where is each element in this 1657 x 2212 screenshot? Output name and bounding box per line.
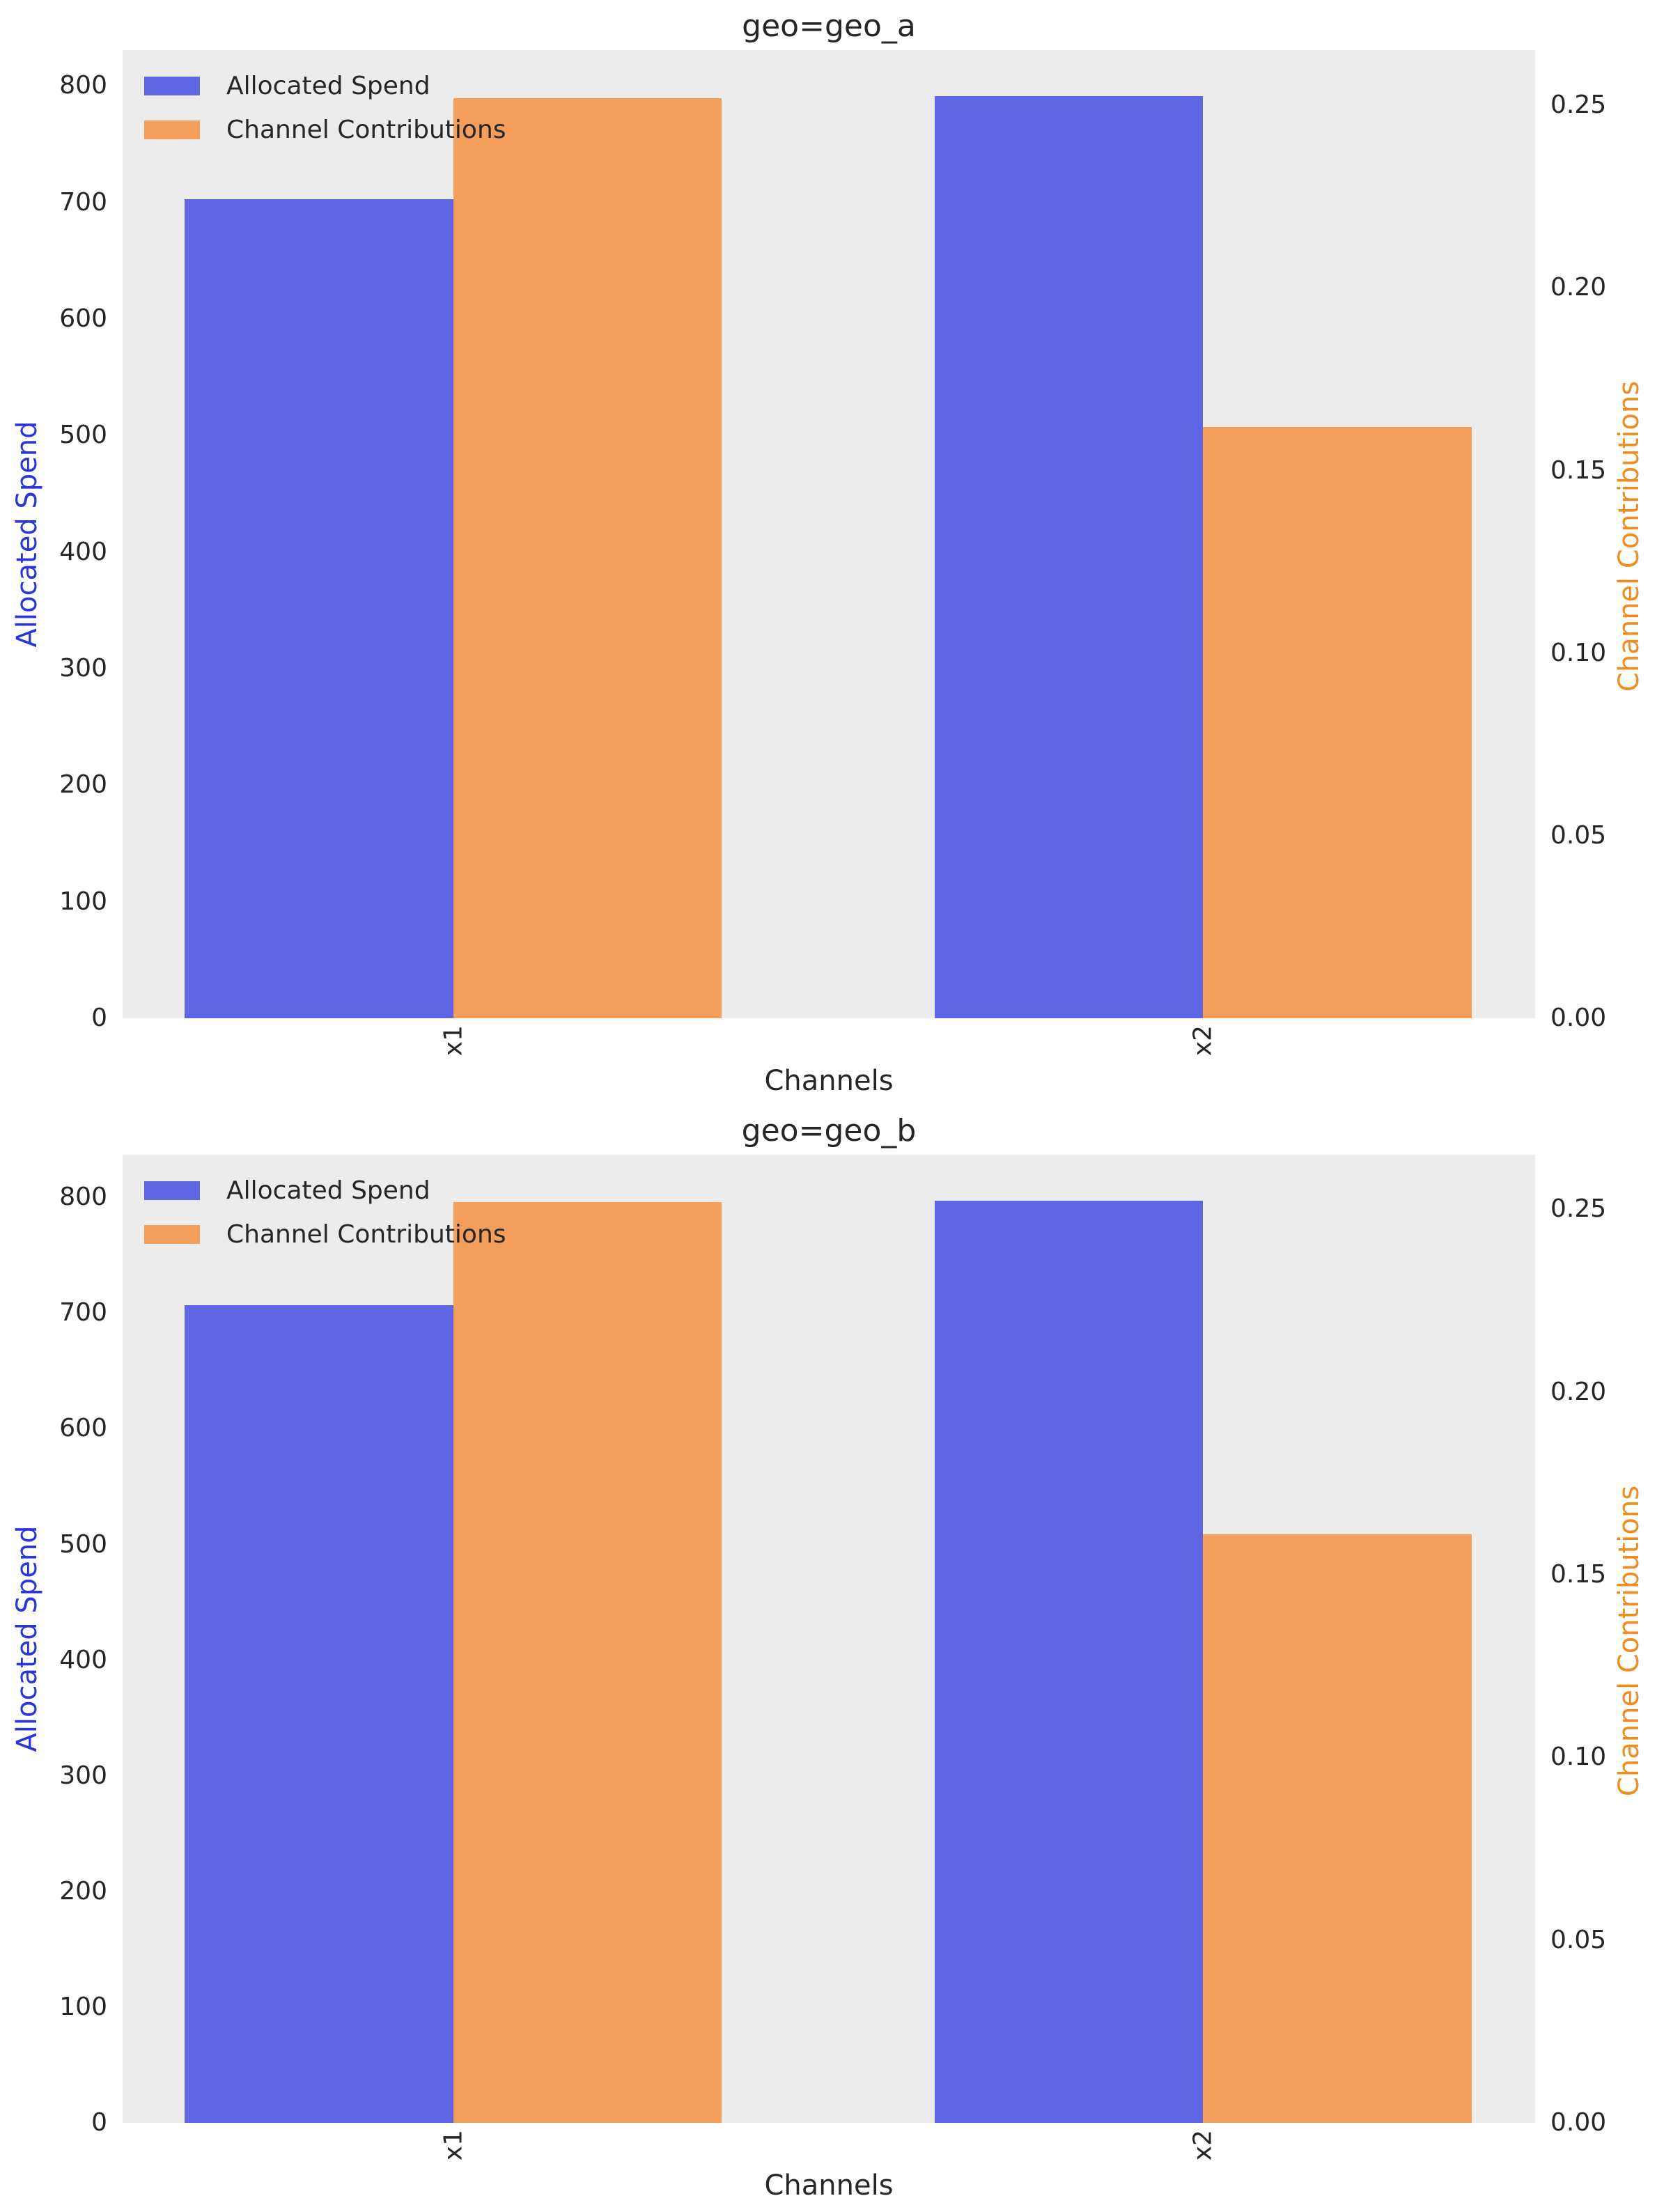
legend-label: Channel Contributions [226,1220,506,1249]
left-y-tick-label: 300 [59,1761,107,1790]
left-y-axis-label: Allocated Spend [11,1525,43,1752]
bar-allocated-spend-x1 [185,198,453,1018]
right-y-axis-label: Channel Contributions [1613,380,1645,692]
right-y-tick-label: 0.25 [1550,1194,1607,1224]
right-y-axis-label: Channel Contributions [1613,1485,1645,1797]
bar-channel-contributions-x1 [453,1201,722,2123]
x-tick-label-x2: x2 [1188,2130,1218,2161]
left-y-tick-label: 600 [59,304,107,333]
chart-geo-a: geo=geo_a Allocated Spend Channel Contri… [0,0,1657,1105]
left-y-tick-label: 800 [59,71,107,100]
left-y-tick-label: 200 [59,770,107,800]
legend-swatch-blue [144,1181,200,1200]
left-y-tick-label: 700 [59,1298,107,1327]
x-tick-label-x1: x1 [439,1025,468,1057]
right-y-tick-label: 0.00 [1550,2108,1607,2137]
left-y-tick-label: 400 [59,1645,107,1674]
bar-allocated-spend-x1 [185,1304,453,2123]
legend: Allocated Spend Channel Contributions [144,69,506,157]
bar-channel-contributions-x2 [1203,1534,1472,2123]
x-tick-label-x2: x2 [1188,1025,1218,1057]
x-axis-label: Channels [764,1065,894,1097]
bar-allocated-spend-x2 [935,96,1204,1018]
left-y-axis-label: Allocated Spend [11,421,43,648]
legend-item: Allocated Spend [144,1174,506,1207]
chart-title: geo=geo_a [742,8,916,44]
chart-title: geo=geo_b [741,1113,917,1148]
bar-allocated-spend-x2 [935,1201,1204,2123]
bar-channel-contributions-x2 [1203,426,1472,1018]
legend-item: Channel Contributions [144,113,506,146]
right-y-tick-label: 0.00 [1550,1004,1607,1032]
left-y-tick-label: 800 [59,1183,107,1212]
right-y-tick-label: 0.15 [1550,455,1607,485]
right-y-tick-label: 0.10 [1550,1743,1607,1772]
right-y-tick-label: 0.15 [1550,1559,1607,1589]
legend-swatch-blue [144,76,200,95]
left-y-tick-label: 700 [59,187,107,217]
left-y-tick-label: 500 [59,421,107,450]
legend-label: Allocated Spend [226,1176,430,1205]
right-y-tick-label: 0.20 [1550,273,1607,302]
left-y-tick-label: 400 [59,537,107,566]
left-y-tick-label: 0 [91,1004,107,1032]
x-axis-label: Channels [764,2170,894,2202]
x-tick-label-x1: x1 [439,2130,468,2161]
right-y-tick-label: 0.05 [1550,820,1607,850]
legend-swatch-orange [144,1224,200,1244]
legend-swatch-orange [144,120,200,139]
left-y-tick-label: 200 [59,1876,107,1906]
plot-area: Allocated Spend Channel Contributions 0 100… [59,50,1606,1032]
bar-channel-contributions-x1 [453,98,722,1018]
right-y-tick-label: 0.10 [1550,638,1607,667]
right-y-tick-label: 0.20 [1550,1377,1607,1406]
legend-label: Channel Contributions [226,115,506,144]
legend: Allocated Spend Channel Contributions [144,1174,506,1261]
left-y-tick-label: 500 [59,1529,107,1559]
legend-item: Allocated Spend [144,69,506,102]
left-y-tick-label: 300 [59,653,107,683]
right-y-tick-label: 0.05 [1550,1925,1607,1954]
left-y-tick-label: 600 [59,1414,107,1443]
right-y-tick-label: 0.25 [1550,91,1607,120]
left-y-tick-label: 100 [59,1992,107,2021]
left-y-tick-label: 100 [59,887,107,916]
legend-label: Allocated Spend [226,71,430,100]
chart-geo-b: geo=geo_b Allocated Spend Channel Contri… [0,1105,1657,2212]
legend-item: Channel Contributions [144,1217,506,1251]
plot-area: Allocated Spend Channel Contributions 0 100… [59,1155,1606,2137]
left-y-tick-label: 0 [91,2108,107,2137]
